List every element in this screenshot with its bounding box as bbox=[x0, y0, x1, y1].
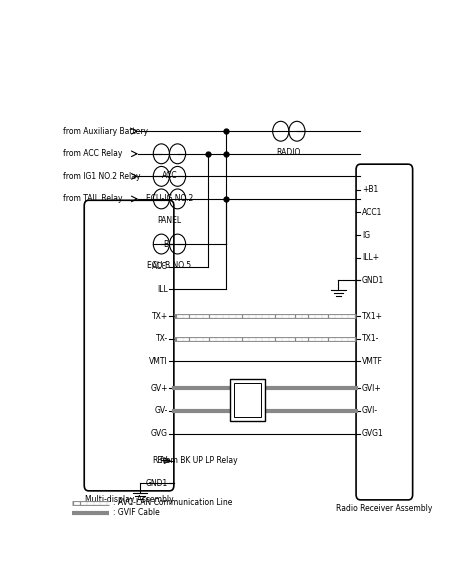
Text: from IG1 NO.2 Relay: from IG1 NO.2 Relay bbox=[63, 172, 140, 181]
Text: from Auxiliary Battery: from Auxiliary Battery bbox=[63, 127, 148, 136]
Text: TX-: TX- bbox=[156, 334, 168, 343]
Text: GVG: GVG bbox=[151, 429, 168, 438]
Text: ACC: ACC bbox=[152, 262, 168, 271]
Text: ILL+: ILL+ bbox=[362, 253, 379, 262]
Text: GVI-: GVI- bbox=[362, 407, 378, 415]
Text: GND1: GND1 bbox=[146, 479, 168, 488]
Text: Radio Receiver Assembly: Radio Receiver Assembly bbox=[336, 505, 433, 513]
Text: : AVC-LAN Communication Line: : AVC-LAN Communication Line bbox=[112, 498, 232, 507]
Text: ACC: ACC bbox=[162, 171, 177, 180]
Text: GND1: GND1 bbox=[362, 275, 384, 285]
FancyBboxPatch shape bbox=[84, 200, 174, 491]
Text: GV+: GV+ bbox=[150, 384, 168, 393]
Text: REV: REV bbox=[153, 456, 168, 465]
Text: ILL: ILL bbox=[157, 285, 168, 294]
Text: from BK UP LP Relay: from BK UP LP Relay bbox=[160, 456, 238, 465]
Text: : GVIF Cable: : GVIF Cable bbox=[112, 508, 159, 517]
Text: VMTF: VMTF bbox=[362, 357, 383, 366]
Text: TX1+: TX1+ bbox=[362, 312, 383, 321]
Text: GVI+: GVI+ bbox=[362, 384, 382, 393]
Text: VMTI: VMTI bbox=[149, 357, 168, 366]
Text: IG: IG bbox=[362, 230, 370, 240]
Text: from TAIL Relay: from TAIL Relay bbox=[63, 195, 122, 203]
Bar bbox=[234, 383, 261, 417]
Text: GVG1: GVG1 bbox=[362, 429, 383, 438]
FancyBboxPatch shape bbox=[356, 164, 413, 500]
Text: Multi-display Assembly: Multi-display Assembly bbox=[85, 495, 173, 505]
Text: ECU-B NO.5: ECU-B NO.5 bbox=[147, 261, 191, 270]
Text: GV-: GV- bbox=[155, 407, 168, 415]
Text: ACC1: ACC1 bbox=[362, 208, 383, 217]
Text: RADIO: RADIO bbox=[277, 148, 301, 158]
Text: PANEL: PANEL bbox=[157, 216, 182, 225]
Text: TX1-: TX1- bbox=[362, 334, 379, 343]
Text: +B1: +B1 bbox=[362, 185, 378, 195]
Text: B: B bbox=[163, 240, 168, 248]
Bar bbox=[230, 379, 265, 421]
Text: TX+: TX+ bbox=[152, 312, 168, 321]
Text: from ACC Relay: from ACC Relay bbox=[63, 149, 122, 158]
Text: ECU-IG NO.2: ECU-IG NO.2 bbox=[146, 193, 193, 203]
